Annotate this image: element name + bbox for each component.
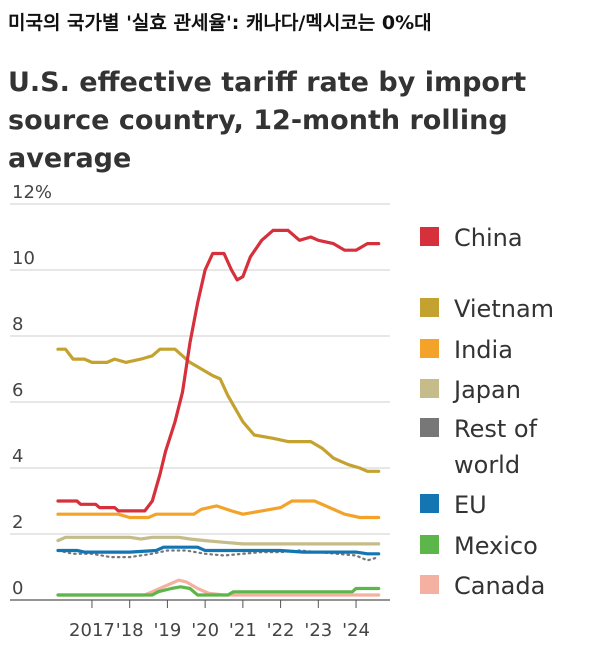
legend-swatch — [420, 535, 439, 554]
legend-swatch — [420, 379, 439, 398]
x-tick-label: '19 — [153, 620, 181, 641]
x-tick-label: '23 — [304, 620, 332, 641]
y-tick-label: 4 — [12, 446, 23, 467]
x-tick-label: '22 — [267, 620, 295, 641]
x-tick-label: '18 — [116, 620, 144, 641]
y-axis: 12% 10 8 6 4 2 0 — [12, 182, 52, 599]
chart-title: U.S. effective tariff rate by import sou… — [8, 67, 527, 174]
legend-label: EU — [454, 491, 487, 519]
y-tick-label: 12% — [12, 182, 52, 203]
legend-swatch — [420, 339, 439, 358]
legend-label: Vietnam — [454, 295, 554, 323]
legend-swatch — [420, 418, 439, 437]
x-tick-label: '24 — [342, 620, 370, 641]
legend-swatch — [420, 298, 439, 317]
legend: China Vietnam India Japan Rest of world EU Mexi… — [420, 224, 554, 600]
legend-label: Japan — [452, 376, 521, 404]
series-lines — [56, 228, 381, 597]
legend-swatch — [420, 494, 439, 513]
series-line-vietnam — [56, 347, 381, 473]
legend-label: China — [454, 224, 523, 252]
legend-label: world — [454, 451, 520, 479]
y-tick-label: 10 — [12, 248, 35, 269]
headline: 미국의 국가별 '실효 관세율': 캐나다/멕시코는 0%대 — [8, 12, 432, 34]
series-line-rest-of-world — [56, 549, 380, 562]
series-line-china — [56, 228, 381, 513]
legend-label: India — [454, 336, 513, 364]
y-tick-label: 2 — [12, 512, 23, 533]
y-tick-label: 6 — [12, 380, 23, 401]
y-tick-label: 8 — [12, 314, 23, 335]
legend-label: Rest of — [454, 415, 538, 443]
x-tick-label: '21 — [229, 620, 257, 641]
series-line-eu — [56, 545, 381, 556]
legend-swatch — [420, 227, 439, 246]
series-line-mexico — [56, 585, 381, 597]
series-line-japan — [56, 535, 381, 546]
y-tick-label: 0 — [12, 578, 23, 599]
x-axis: 2017'18 '19 '20 '21 '22 '23 '24 — [69, 600, 370, 641]
x-tick-label: '20 — [191, 620, 219, 641]
series-line-india — [56, 499, 381, 520]
legend-label: Mexico — [454, 532, 538, 560]
legend-label: Canada — [454, 572, 545, 600]
grid-lines — [10, 203, 390, 601]
legend-swatch — [420, 575, 439, 594]
x-tick-label: 2017 — [69, 620, 115, 641]
